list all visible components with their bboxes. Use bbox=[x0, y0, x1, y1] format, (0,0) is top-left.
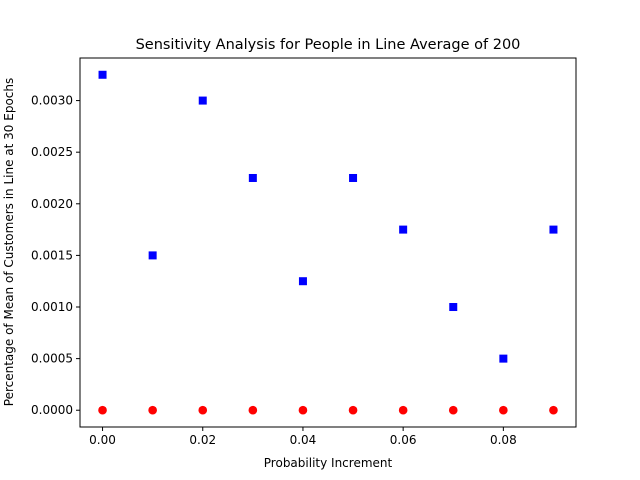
red-circle-point bbox=[398, 405, 408, 415]
blue-square-point bbox=[499, 354, 508, 363]
plot-frame bbox=[79, 57, 577, 428]
y-tick-label: 0.0020 bbox=[31, 197, 73, 211]
blue-square-point bbox=[399, 225, 408, 234]
x-tick-label: 0.08 bbox=[490, 433, 517, 447]
blue-square-point bbox=[98, 70, 107, 79]
blue-square-point bbox=[349, 173, 358, 182]
red-circle-point bbox=[148, 405, 157, 415]
red-circle-point bbox=[499, 405, 508, 415]
red-circle-point bbox=[549, 405, 558, 415]
plot-marks bbox=[98, 70, 558, 415]
red-circle-point bbox=[348, 405, 358, 415]
x-axis-ticks: 0.00 0.02 0.04 0.06 0.08 bbox=[89, 427, 517, 447]
x-tick-label: 0.06 bbox=[390, 433, 417, 447]
y-axis-label: Percentage of Mean of Customers in Line … bbox=[2, 78, 16, 406]
y-tick-label: 0.0015 bbox=[31, 248, 73, 262]
red-circle-point bbox=[248, 405, 258, 415]
red-circle-point bbox=[198, 405, 208, 415]
y-tick-label: 0.0005 bbox=[31, 352, 73, 366]
x-tick-label: 0.04 bbox=[290, 433, 317, 447]
y-tick-label: 0.0010 bbox=[31, 300, 73, 314]
x-axis-label: Probability Increment bbox=[264, 456, 393, 470]
blue-square-point bbox=[549, 225, 558, 234]
y-tick-label: 0.0030 bbox=[31, 94, 73, 108]
blue-square-point bbox=[298, 277, 307, 286]
red-circle-point bbox=[98, 405, 107, 415]
blue-square-point bbox=[148, 251, 157, 260]
blue-square-point bbox=[198, 96, 207, 105]
red-circle-point bbox=[298, 405, 308, 415]
y-tick-label: 0.0025 bbox=[31, 145, 73, 159]
y-tick-label: 0.0000 bbox=[31, 403, 73, 417]
blue-square-point bbox=[449, 303, 458, 312]
blue-square-point bbox=[248, 173, 257, 182]
chart-title: Sensitivity Analysis for People in Line … bbox=[136, 37, 521, 53]
red-circle-point bbox=[448, 405, 458, 415]
x-tick-label: 0.02 bbox=[189, 433, 216, 447]
x-tick-label: 0.00 bbox=[89, 433, 116, 447]
y-axis-ticks: 0.0000 0.0005 0.0010 0.0015 0.0020 0.0025 0.00… bbox=[31, 94, 80, 417]
